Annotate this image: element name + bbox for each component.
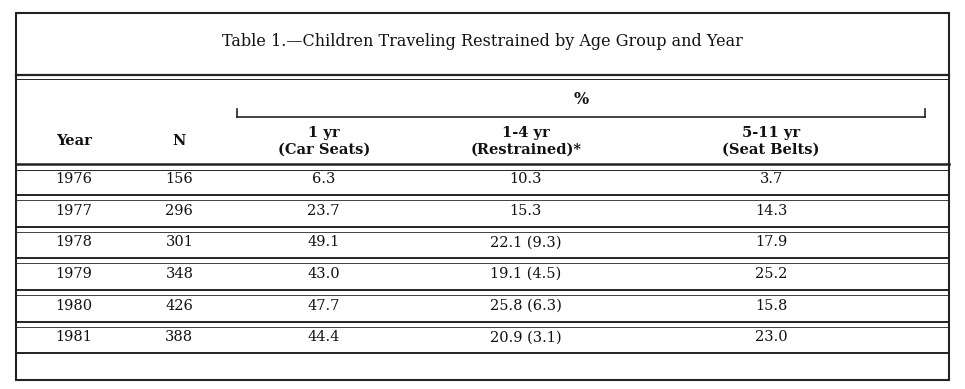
Text: 1 yr: 1 yr: [308, 126, 340, 140]
Text: 20.9 (3.1): 20.9 (3.1): [490, 330, 562, 344]
Text: 1979: 1979: [55, 267, 92, 281]
Text: 156: 156: [166, 172, 193, 186]
Text: 348: 348: [165, 267, 193, 281]
Text: Table 1.—Children Traveling Restrained by Age Group and Year: Table 1.—Children Traveling Restrained b…: [222, 33, 743, 51]
Text: 47.7: 47.7: [308, 299, 340, 313]
Text: 388: 388: [165, 330, 193, 344]
Text: 1977: 1977: [55, 204, 92, 218]
Text: 10.3: 10.3: [510, 172, 542, 186]
Text: N: N: [173, 134, 186, 148]
Text: 44.4: 44.4: [308, 330, 340, 344]
Text: 43.0: 43.0: [308, 267, 340, 281]
Text: 5-11 yr: 5-11 yr: [742, 126, 800, 140]
Text: (Seat Belts): (Seat Belts): [723, 143, 820, 157]
Text: 49.1: 49.1: [308, 235, 340, 249]
Text: 1978: 1978: [55, 235, 92, 249]
Text: 426: 426: [165, 299, 193, 313]
Text: 23.7: 23.7: [308, 204, 340, 218]
Text: (Car Seats): (Car Seats): [278, 143, 370, 157]
Text: 15.8: 15.8: [755, 299, 787, 313]
Text: 14.3: 14.3: [755, 204, 787, 218]
Text: 1981: 1981: [55, 330, 92, 344]
Text: 25.8 (6.3): 25.8 (6.3): [490, 299, 562, 313]
Text: 1976: 1976: [55, 172, 92, 186]
Text: 19.1 (4.5): 19.1 (4.5): [490, 267, 562, 281]
Text: 1980: 1980: [55, 299, 92, 313]
Text: %: %: [573, 91, 589, 109]
Text: 6.3: 6.3: [312, 172, 336, 186]
Text: (Restrained)*: (Restrained)*: [470, 143, 581, 157]
Text: 17.9: 17.9: [755, 235, 787, 249]
Text: 1-4 yr: 1-4 yr: [502, 126, 550, 140]
Text: 25.2: 25.2: [755, 267, 787, 281]
Text: Year: Year: [56, 134, 92, 148]
Text: 3.7: 3.7: [759, 172, 783, 186]
Text: 296: 296: [165, 204, 193, 218]
Text: 22.1 (9.3): 22.1 (9.3): [490, 235, 562, 249]
Text: 15.3: 15.3: [510, 204, 542, 218]
Text: 301: 301: [165, 235, 193, 249]
Text: 23.0: 23.0: [755, 330, 787, 344]
